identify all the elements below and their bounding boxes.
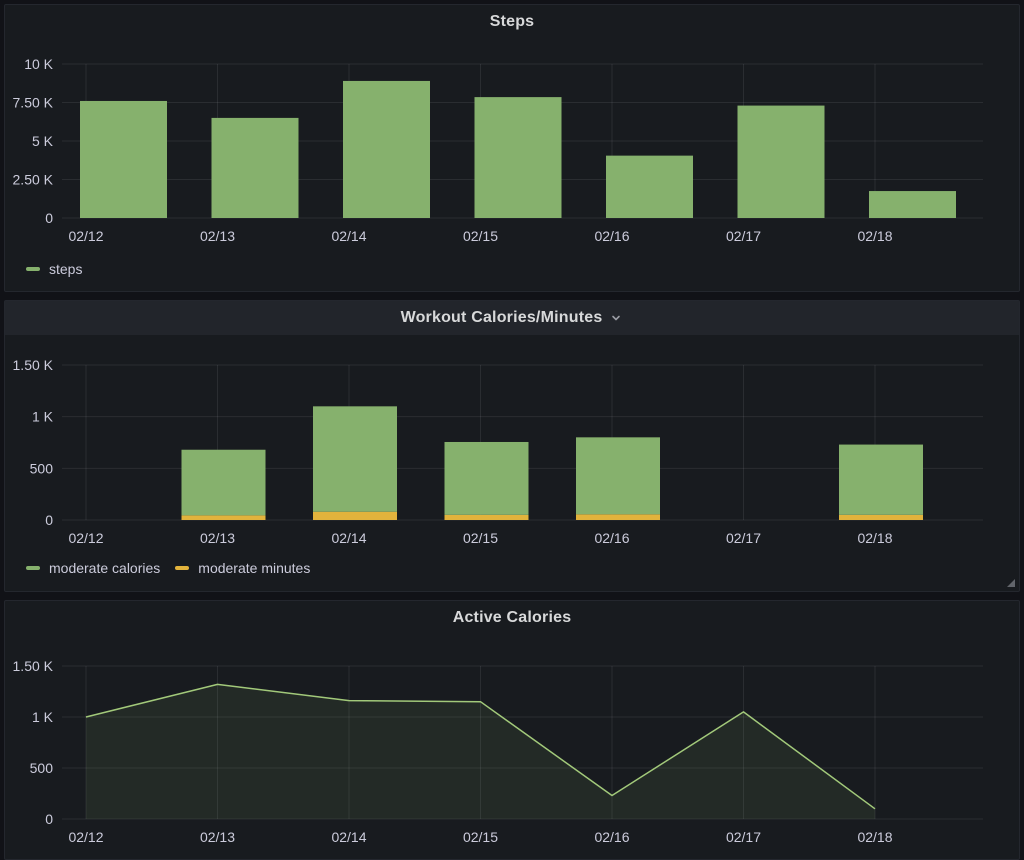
x-tick-label: 02/16 (594, 228, 629, 244)
bar-steps-02/17[interactable] (737, 105, 825, 218)
x-tick-label: 02/18 (857, 829, 892, 845)
bar-steps-02/13[interactable] (211, 117, 299, 218)
y-tick-label: 1.50 K (13, 658, 54, 674)
y-tick-label: 1.50 K (13, 357, 54, 373)
y-tick-label: 2.50 K (13, 172, 54, 188)
y-tick-label: 500 (30, 760, 54, 776)
panel-workout: Workout Calories/Minutes 0 500 1 K 1.50 K 02… (4, 300, 1020, 592)
y-tick-label: 500 (30, 460, 54, 476)
panel-title-text: Workout Calories/Minutes (400, 309, 603, 326)
bar-moderate-calories-02/15[interactable] (444, 441, 529, 515)
panel-steps-title[interactable]: Steps (490, 13, 535, 31)
area-line (85, 683, 876, 810)
y-tick-label: 7.50 K (13, 95, 54, 111)
panel-resize-handle[interactable] (1005, 577, 1015, 587)
x-tick-label: 02/17 (726, 228, 761, 244)
x-tick-label: 02/12 (68, 228, 103, 244)
panel-workout-title[interactable]: Workout Calories/Minutes (401, 309, 624, 327)
panel-title-text: Steps (489, 13, 535, 30)
x-tick-label: 02/15 (463, 829, 498, 845)
x-tick-label: 02/16 (594, 530, 629, 546)
x-tick-label: 02/12 (68, 530, 103, 546)
x-tick-label: 02/13 (200, 829, 235, 845)
y-tick-label: 5 K (32, 133, 54, 149)
bar-moderate-calories-02/14[interactable] (313, 406, 397, 512)
legend-label-moderate-calories: moderate calories (49, 560, 161, 576)
legend-label-moderate-minutes: moderate minutes (198, 560, 311, 576)
bar-moderate-minutes-02/16[interactable] (576, 514, 660, 520)
panel-steps-header: Steps (5, 5, 1019, 39)
legend-swatch-steps (26, 267, 40, 271)
legend-item-steps[interactable]: steps (26, 261, 82, 277)
bar-moderate-calories-02/16[interactable] (576, 437, 660, 515)
x-tick-label: 02/18 (857, 228, 892, 244)
y-tick-label: 1 K (32, 709, 54, 725)
panel-workout-header: Workout Calories/Minutes (5, 301, 1019, 335)
bar-moderate-calories-02/13[interactable] (181, 449, 266, 516)
steps-chart-canvas[interactable]: 0 2.50 K 5 K 7.50 K 10 K 02/12 02/13 02/14 02/15… (5, 41, 1019, 257)
legend-label-steps: steps (49, 261, 83, 277)
workout-chart-canvas[interactable]: 0 500 1 K 1.50 K 02/12 02/13 02/14 02/15 02/16 02… (5, 337, 1019, 553)
x-tick-label: 02/15 (463, 530, 498, 546)
workout-legend: moderate calories moderate minutes (26, 560, 310, 576)
y-tick-label: 0 (45, 210, 53, 226)
panel-active: Active Calories 0 500 1 K 1.50 K 02/12 02/13 0… (4, 600, 1020, 860)
panel-steps: Steps 0 2.50 K 5 K 7.50 K 10 K 02/12 02/13 02/1… (4, 4, 1020, 292)
legend-item-moderate-minutes[interactable]: moderate minutes (175, 560, 310, 576)
legend-swatch-moderate-calories (26, 566, 40, 570)
bar-moderate-minutes-02/14[interactable] (313, 511, 397, 520)
panel-active-title[interactable]: Active Calories (453, 609, 572, 627)
x-tick-label: 02/17 (726, 530, 761, 546)
y-tick-label: 0 (45, 512, 53, 528)
bar-steps-02/14[interactable] (343, 80, 430, 218)
active-chart-canvas[interactable]: 0 500 1 K 1.50 K 02/12 02/13 02/14 02/15 02/16 02… (5, 637, 1019, 853)
bar-steps-02/15[interactable] (474, 97, 562, 218)
y-tick-label: 10 K (24, 56, 53, 72)
x-tick-label: 02/18 (857, 530, 892, 546)
steps-legend: steps (26, 261, 82, 277)
x-tick-label: 02/14 (331, 530, 366, 546)
x-tick-label: 02/15 (463, 228, 498, 244)
x-tick-label: 02/17 (726, 829, 761, 845)
panel-active-header: Active Calories (5, 601, 1019, 635)
bar-steps-02/16[interactable] (606, 155, 693, 218)
x-tick-label: 02/12 (68, 829, 103, 845)
legend-item-moderate-calories[interactable]: moderate calories (26, 560, 160, 576)
x-tick-label: 02/13 (200, 530, 235, 546)
bar-moderate-minutes-02/18[interactable] (839, 514, 923, 520)
y-tick-label: 1 K (32, 409, 54, 425)
x-tick-label: 02/14 (331, 228, 366, 244)
x-tick-label: 02/16 (594, 829, 629, 845)
bar-moderate-calories-02/18[interactable] (839, 444, 923, 515)
chevron-down-icon (609, 311, 623, 325)
area-fill[interactable] (86, 684, 875, 819)
legend-swatch-moderate-minutes (175, 566, 190, 570)
y-tick-label: 0 (45, 811, 53, 827)
x-tick-label: 02/14 (331, 829, 366, 845)
bar-steps-02/18[interactable] (869, 191, 956, 218)
panel-title-text: Active Calories (452, 609, 572, 626)
bar-moderate-minutes-02/15[interactable] (444, 514, 529, 520)
bar-steps-02/12[interactable] (80, 100, 167, 218)
bar-moderate-minutes-02/13[interactable] (181, 515, 266, 520)
x-tick-label: 02/13 (200, 228, 235, 244)
